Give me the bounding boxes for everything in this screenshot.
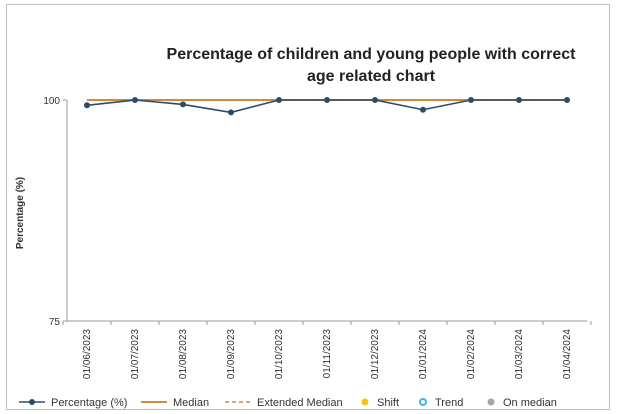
- line-chart: Percentage of children and young people …: [15, 46, 592, 409]
- x-tick-label: 01/11/2023: [322, 329, 333, 379]
- percentage-point: [516, 97, 522, 103]
- percentage-point: [420, 106, 426, 113]
- chart-title-line-2: age related chart: [307, 68, 436, 85]
- legend-item: Trend: [419, 397, 463, 409]
- legend-item: Extended Median: [225, 397, 343, 409]
- y-tick-label: 75: [49, 317, 61, 328]
- chart-frame: Percentage of children and young people …: [6, 4, 610, 410]
- legend-label: On median: [503, 397, 557, 409]
- y-tick-label: 100: [43, 96, 60, 107]
- y-axis-label: Percentage (%): [15, 177, 26, 249]
- legend-label: Extended Median: [257, 397, 343, 409]
- legend-swatch-dot: [361, 398, 369, 406]
- x-tick-label: 01/07/2023: [130, 329, 141, 379]
- legend-item: Shift: [361, 397, 399, 409]
- legend-item: Median: [141, 397, 209, 409]
- x-tick-label: 01/10/2023: [274, 329, 285, 379]
- legend: Percentage (%) Median Extended Median Shift…: [19, 397, 557, 409]
- chart-marks: [84, 97, 570, 116]
- percentage-point: [180, 101, 186, 108]
- percentage-point: [372, 97, 378, 103]
- legend-item: On median: [487, 397, 557, 409]
- legend-item: Percentage (%): [19, 397, 127, 409]
- percentage-point: [276, 97, 282, 103]
- percentage-point: [468, 97, 474, 103]
- x-tick-label: 01/09/2023: [226, 329, 237, 379]
- x-tick-label: 01/08/2023: [178, 329, 189, 379]
- legend-label: Percentage (%): [51, 397, 127, 409]
- x-tick-label: 01/06/2023: [82, 329, 93, 379]
- percentage-point: [564, 97, 570, 103]
- axes: 75 100 01/06/2023 01/07/2023 01/08/2023 01/09…: [43, 96, 592, 379]
- legend-label: Shift: [377, 397, 399, 409]
- percentage-point: [324, 97, 330, 103]
- legend-swatch-marker: [29, 399, 35, 405]
- legend-swatch-dot: [487, 398, 495, 406]
- x-tick-label: 01/12/2023: [370, 329, 381, 379]
- percentage-point: [228, 109, 234, 116]
- legend-label: Trend: [435, 397, 463, 409]
- percentage-point: [132, 97, 138, 103]
- legend-swatch-ring: [419, 398, 427, 406]
- chart-title-line-1: Percentage of children and young people …: [167, 46, 577, 63]
- x-tick-label: 01/03/2024: [514, 329, 525, 379]
- x-tick-label: 01/01/2024: [418, 329, 429, 379]
- x-tick-label: 01/04/2024: [562, 329, 573, 379]
- x-tick-label: 01/02/2024: [466, 329, 477, 379]
- legend-label: Median: [173, 397, 209, 409]
- percentage-point: [84, 102, 90, 109]
